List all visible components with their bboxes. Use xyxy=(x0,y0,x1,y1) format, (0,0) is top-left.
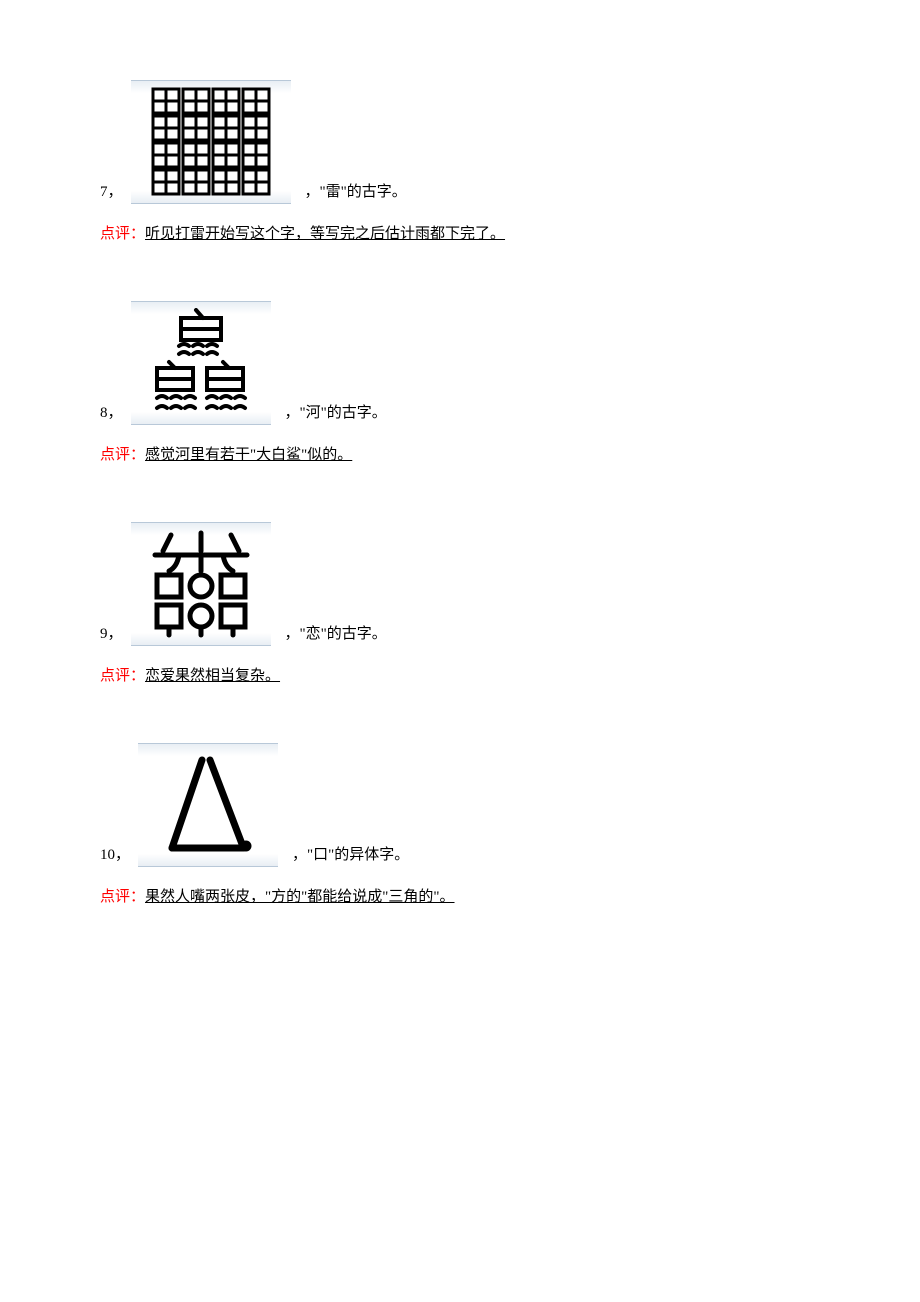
entry-number: 8， xyxy=(100,401,123,425)
entry-desc: ，"雷"的古字。 xyxy=(305,180,407,204)
entry-number: 10， xyxy=(100,843,130,867)
review-label: 点评： xyxy=(100,226,145,242)
entry-review: 点评：恋爱果然相当复杂。 xyxy=(100,664,820,688)
ancient-char-he xyxy=(131,301,271,425)
review-text: 感觉河里有若干"大白鲨"似的。 xyxy=(145,447,352,463)
review-label: 点评： xyxy=(100,668,145,684)
entry-line: 7， xyxy=(100,80,820,204)
variant-char-kou xyxy=(138,743,278,867)
ancient-char-lian xyxy=(131,522,271,646)
review-label: 点评： xyxy=(100,889,145,905)
review-text: 听见打雷开始写这个字，等写完之后估计雨都下完了。 xyxy=(145,226,505,242)
entry-review: 点评：感觉河里有若干"大白鲨"似的。 xyxy=(100,443,820,467)
entry-line: 9， xyxy=(100,522,820,646)
review-label: 点评： xyxy=(100,447,145,463)
entry-7: 7， xyxy=(100,80,820,246)
entry-number: 9， xyxy=(100,622,123,646)
review-text: 果然人嘴两张皮，"方的"都能给说成"三角的"。 xyxy=(145,889,455,905)
review-text: 恋爱果然相当复杂。 xyxy=(145,668,280,684)
entry-8: 8， xyxy=(100,301,820,467)
entry-number: 7， xyxy=(100,180,123,204)
entry-line: 10， ，"口"的异体字。 xyxy=(100,743,820,867)
ancient-char-lei xyxy=(131,80,291,204)
entry-desc: ，"河"的古字。 xyxy=(285,401,387,425)
entry-10: 10， ，"口"的异体字。 点评：果然人嘴两张皮，"方的"都能给说成"三角的"。 xyxy=(100,743,820,909)
entry-9: 9， xyxy=(100,522,820,688)
entry-desc: ，"恋"的古字。 xyxy=(285,622,387,646)
entry-review: 点评：听见打雷开始写这个字，等写完之后估计雨都下完了。 xyxy=(100,222,820,246)
entry-review: 点评：果然人嘴两张皮，"方的"都能给说成"三角的"。 xyxy=(100,885,820,909)
entry-desc: ，"口"的异体字。 xyxy=(292,843,409,867)
entry-line: 8， xyxy=(100,301,820,425)
